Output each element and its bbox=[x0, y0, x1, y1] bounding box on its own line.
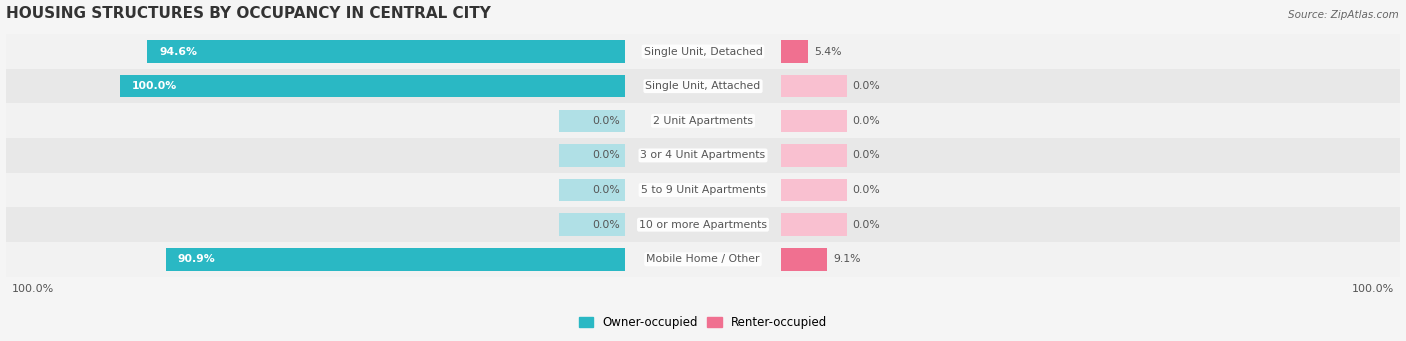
Text: 5 to 9 Unit Apartments: 5 to 9 Unit Apartments bbox=[641, 185, 765, 195]
Bar bbox=[782, 109, 848, 132]
Bar bbox=[782, 248, 827, 271]
Text: Mobile Home / Other: Mobile Home / Other bbox=[647, 254, 759, 264]
Text: 90.9%: 90.9% bbox=[177, 254, 215, 264]
Text: 0.0%: 0.0% bbox=[592, 116, 620, 126]
Text: Single Unit, Attached: Single Unit, Attached bbox=[645, 81, 761, 91]
Bar bbox=[782, 213, 848, 236]
Bar bbox=[782, 40, 808, 63]
Text: 0.0%: 0.0% bbox=[592, 220, 620, 230]
Text: 10 or more Apartments: 10 or more Apartments bbox=[638, 220, 768, 230]
Bar bbox=[148, 40, 624, 63]
Bar bbox=[6, 69, 1400, 103]
Bar bbox=[558, 179, 624, 201]
Text: 0.0%: 0.0% bbox=[852, 185, 880, 195]
Text: 2 Unit Apartments: 2 Unit Apartments bbox=[652, 116, 754, 126]
Text: 0.0%: 0.0% bbox=[852, 81, 880, 91]
Bar bbox=[6, 173, 1400, 207]
Bar bbox=[782, 144, 848, 167]
Text: HOUSING STRUCTURES BY OCCUPANCY IN CENTRAL CITY: HOUSING STRUCTURES BY OCCUPANCY IN CENTR… bbox=[6, 5, 491, 20]
Bar bbox=[558, 213, 624, 236]
Text: 0.0%: 0.0% bbox=[852, 150, 880, 160]
Text: 0.0%: 0.0% bbox=[852, 116, 880, 126]
Bar bbox=[6, 34, 1400, 69]
Text: 100.0%: 100.0% bbox=[132, 81, 177, 91]
Text: 0.0%: 0.0% bbox=[852, 220, 880, 230]
Bar bbox=[782, 179, 848, 201]
Legend: Owner-occupied, Renter-occupied: Owner-occupied, Renter-occupied bbox=[574, 312, 832, 334]
Text: 9.1%: 9.1% bbox=[834, 254, 860, 264]
Bar bbox=[120, 75, 624, 98]
Text: 0.0%: 0.0% bbox=[592, 150, 620, 160]
Bar bbox=[6, 103, 1400, 138]
Text: 0.0%: 0.0% bbox=[592, 185, 620, 195]
Bar bbox=[166, 248, 624, 271]
Text: 3 or 4 Unit Apartments: 3 or 4 Unit Apartments bbox=[641, 150, 765, 160]
Text: Source: ZipAtlas.com: Source: ZipAtlas.com bbox=[1288, 10, 1399, 20]
Bar bbox=[6, 242, 1400, 277]
Bar bbox=[558, 109, 624, 132]
Bar bbox=[6, 138, 1400, 173]
Bar bbox=[782, 75, 848, 98]
Text: 100.0%: 100.0% bbox=[11, 284, 53, 294]
Text: Single Unit, Detached: Single Unit, Detached bbox=[644, 46, 762, 57]
Text: 100.0%: 100.0% bbox=[1353, 284, 1395, 294]
Bar bbox=[6, 207, 1400, 242]
Text: 5.4%: 5.4% bbox=[814, 46, 842, 57]
Text: 94.6%: 94.6% bbox=[159, 46, 197, 57]
Bar bbox=[558, 144, 624, 167]
